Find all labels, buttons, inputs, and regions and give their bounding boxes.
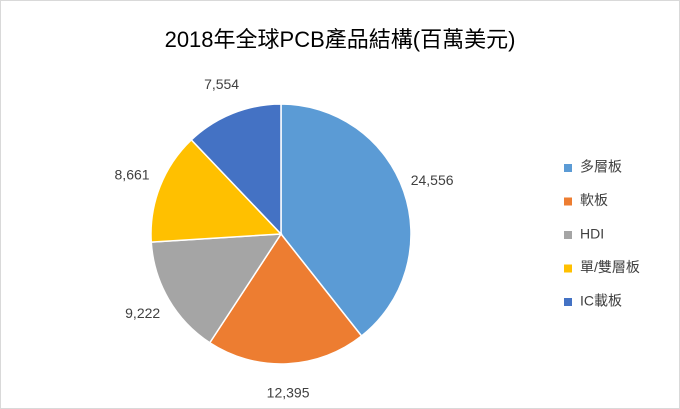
legend-label: 軟板 xyxy=(580,192,608,208)
pie-slice xyxy=(150,138,283,243)
data-label: 7,554 xyxy=(204,76,239,92)
legend-swatch xyxy=(564,164,572,172)
legend-swatch xyxy=(564,197,572,206)
data-label: 9,222 xyxy=(125,305,160,321)
data-label: 8,661 xyxy=(115,166,150,182)
legend-swatch xyxy=(564,264,572,273)
legend-label: HDI xyxy=(580,226,604,242)
legend-label: 多層板 xyxy=(580,159,622,175)
chart-title: 2018年全球PCB產品結構(百萬美元) xyxy=(165,27,516,52)
legend-swatch xyxy=(564,298,572,306)
legend-swatch xyxy=(564,231,572,239)
data-label: 12,395 xyxy=(267,385,310,401)
legend-label: 單/雙層板 xyxy=(580,259,640,275)
pie-slice xyxy=(190,103,282,236)
pie-slice xyxy=(150,233,283,344)
legend-label: IC載板 xyxy=(580,293,622,309)
pie-slice xyxy=(208,232,363,365)
data-label: 24,556 xyxy=(411,172,454,188)
pie-slice xyxy=(280,103,412,338)
